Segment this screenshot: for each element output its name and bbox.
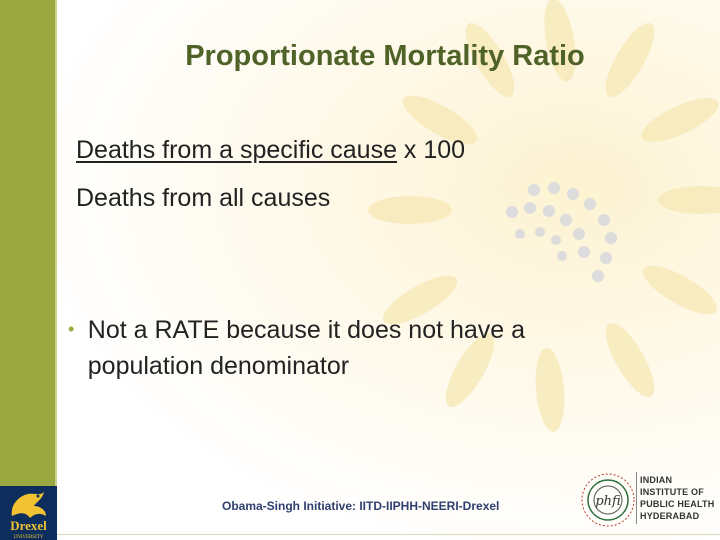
phfi-seal-icon: phfi xyxy=(581,473,635,527)
iiph-line: INSTITUTE OF xyxy=(640,487,704,497)
formula-multiplier: x 100 xyxy=(396,136,466,164)
bullet-marker: • xyxy=(68,319,75,339)
formula: Deaths from a specific cause x 100 Death… xyxy=(76,126,465,222)
formula-numerator: Deaths from a specific cause xyxy=(76,136,397,164)
footer-text: Obama-Singh Initiative: IITD-IIPHH-NEERI… xyxy=(222,499,500,513)
iiph-name: INDIAN INSTITUTE OF PUBLIC HEALTH HYDERA… xyxy=(640,474,714,522)
bottom-rule xyxy=(57,534,720,535)
phfi-mark: phfi xyxy=(595,494,620,509)
logo-divider xyxy=(636,472,637,524)
left-accent-bar xyxy=(0,0,55,540)
left-accent-edge xyxy=(55,0,57,540)
bullet-item: • Not a RATE because it does not have a … xyxy=(64,312,624,384)
drexel-subtitle: UNIVERSITY xyxy=(13,535,44,540)
formula-denominator: Deaths from all causes xyxy=(76,184,331,212)
slide-title: Proportionate Mortality Ratio xyxy=(185,40,585,72)
iiph-line: INDIAN xyxy=(640,475,673,485)
drexel-wordmark: Drexel xyxy=(10,518,47,533)
drexel-logo: Drexel UNIVERSITY xyxy=(0,486,57,540)
formula-numerator-line: Deaths from a specific cause x 100 xyxy=(76,126,465,174)
bullet-text: Not a RATE because it does not have a po… xyxy=(87,316,526,380)
dragon-icon xyxy=(11,492,46,518)
iiph-line: HYDERABAD xyxy=(640,511,700,521)
iiph-line: PUBLIC HEALTH xyxy=(640,499,715,509)
